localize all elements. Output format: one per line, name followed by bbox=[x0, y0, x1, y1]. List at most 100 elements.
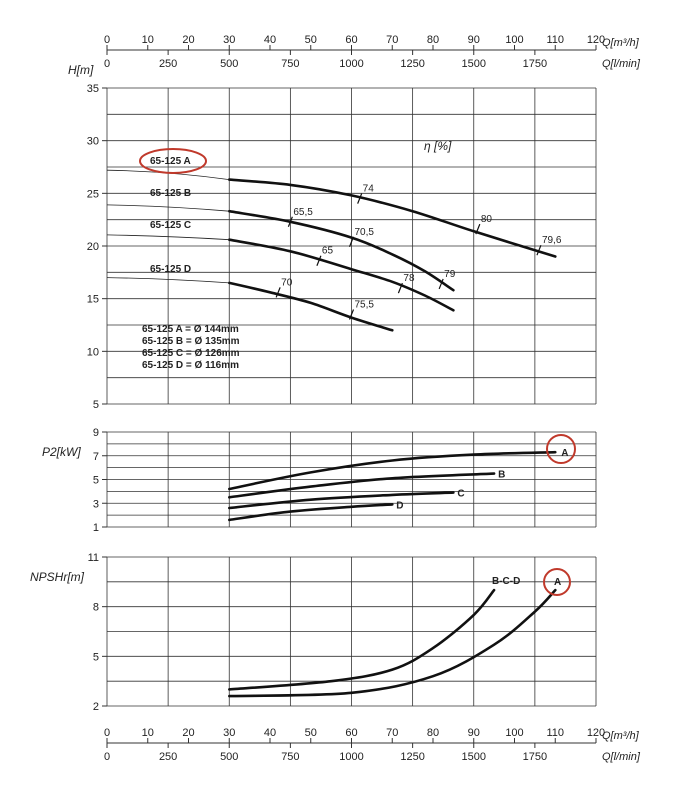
y-tick-label: 11 bbox=[88, 552, 99, 564]
top-x-tick-lmin: 1500 bbox=[462, 58, 486, 70]
bottom-x-tick-m3h: 30 bbox=[223, 727, 235, 739]
curve-65-125-c bbox=[228, 238, 455, 312]
bottom-x-tick-m3h: 0 bbox=[104, 727, 110, 739]
bottom-x-tick-m3h: 50 bbox=[305, 727, 317, 739]
y-tick-label: 5 bbox=[93, 399, 99, 411]
efficiency-tick bbox=[475, 223, 481, 235]
top-x-tick-lmin: 250 bbox=[159, 58, 177, 70]
efficiency-value: 79,6 bbox=[542, 235, 562, 246]
curve-label: 65-125 A bbox=[150, 156, 191, 167]
bottom-x-tick-lmin: 750 bbox=[281, 751, 299, 763]
y-tick-label: 15 bbox=[87, 294, 99, 306]
y-tick-label: 10 bbox=[87, 346, 99, 358]
curve-extension bbox=[106, 204, 230, 212]
curve-extension bbox=[106, 234, 230, 241]
y-tick-label: 2 bbox=[93, 701, 99, 713]
diameter-spec: 65-125 B = Ø 135mm bbox=[142, 336, 240, 347]
efficiency-tick bbox=[287, 216, 293, 227]
top-x-tick-lmin: 1750 bbox=[523, 58, 547, 70]
top-x-tick-m3h: 60 bbox=[345, 34, 357, 46]
y-tick-label: 30 bbox=[87, 136, 99, 148]
efficiency-value: 70,5 bbox=[355, 227, 375, 238]
efficiency-value: 79 bbox=[444, 269, 456, 280]
panel-2 bbox=[102, 556, 597, 707]
y-axis-label: NPSHr[m] bbox=[30, 570, 85, 584]
bottom-x-tick-m3h: 70 bbox=[386, 727, 398, 739]
efficiency-tick bbox=[348, 236, 355, 248]
bottom-x-tick-lmin: 0 bbox=[104, 751, 110, 763]
y-axis-label: H[m] bbox=[68, 63, 94, 77]
power-curve-label: A bbox=[561, 448, 568, 459]
power-curve-label: D bbox=[396, 500, 403, 511]
top-x-tick-lmin: 500 bbox=[220, 58, 238, 70]
highlight-ring-npsh-a bbox=[543, 568, 571, 596]
curve-label: 65-125 D bbox=[150, 264, 191, 275]
bottom-x-tick-m3h: 80 bbox=[427, 727, 439, 739]
y-tick-label: 3 bbox=[93, 498, 99, 510]
bottom-x-tick-m3h: 90 bbox=[468, 727, 480, 739]
top-x-tick-m3h: 70 bbox=[386, 34, 398, 46]
top-x-unit-m3h: Q[m³/h] bbox=[602, 37, 640, 49]
efficiency-tick bbox=[348, 309, 355, 320]
npsh-curve-label: B-C-D bbox=[492, 576, 520, 587]
efficiency-tick bbox=[357, 193, 363, 204]
efficiency-value: 65 bbox=[322, 246, 334, 257]
npsh-curve-label: A bbox=[554, 577, 561, 588]
top-x-tick-m3h: 110 bbox=[546, 34, 564, 46]
top-x-tick-m3h: 120 bbox=[587, 34, 605, 46]
efficiency-value: 78 bbox=[403, 273, 415, 284]
top-x-tick-m3h: 20 bbox=[182, 34, 194, 46]
curve-extension bbox=[106, 277, 230, 284]
curve-d bbox=[228, 503, 394, 522]
top-x-tick-m3h: 30 bbox=[223, 34, 235, 46]
efficiency-tick bbox=[275, 287, 281, 298]
bottom-x-tick-lmin: 1750 bbox=[523, 751, 547, 763]
y-tick-label: 20 bbox=[87, 241, 99, 253]
top-x-tick-m3h: 90 bbox=[468, 34, 480, 46]
top-x-tick-m3h: 100 bbox=[505, 34, 523, 46]
efficiency-tick bbox=[536, 244, 542, 256]
diameter-spec: 65-125 A = Ø 144mm bbox=[142, 324, 239, 335]
panel-1 bbox=[102, 431, 597, 528]
y-tick-label: 7 bbox=[93, 451, 99, 463]
bottom-x-tick-m3h: 20 bbox=[182, 727, 194, 739]
top-x-tick-lmin: 1000 bbox=[339, 58, 363, 70]
curve-b-c-d bbox=[228, 588, 496, 691]
diameter-spec: 65-125 C = Ø 126mm bbox=[142, 348, 240, 359]
bottom-x-tick-lmin: 1500 bbox=[462, 751, 486, 763]
bottom-x-tick-m3h: 10 bbox=[142, 727, 154, 739]
curve-label: 65-125 B bbox=[150, 188, 191, 199]
curve-65-125-d bbox=[228, 281, 394, 332]
y-tick-label: 1 bbox=[93, 522, 99, 534]
top-x-tick-m3h: 10 bbox=[142, 34, 154, 46]
top-x-tick-m3h: 80 bbox=[427, 34, 439, 46]
efficiency-value: 65,5 bbox=[293, 207, 313, 218]
bottom-x-tick-lmin: 1250 bbox=[400, 751, 424, 763]
efficiency-tick bbox=[438, 278, 444, 290]
curve-label: 65-125 C bbox=[150, 220, 191, 231]
bottom-x-tick-lmin: 1000 bbox=[339, 751, 363, 763]
curve-a bbox=[228, 588, 557, 698]
bottom-x-tick-m3h: 120 bbox=[587, 727, 605, 739]
top-x-tick-lmin: 750 bbox=[281, 58, 299, 70]
curve-b bbox=[228, 472, 496, 499]
bottom-x-unit-m3h: Q[m³/h] bbox=[602, 730, 640, 742]
y-tick-label: 35 bbox=[87, 83, 99, 95]
diameter-spec: 65-125 D = Ø 116mm bbox=[142, 360, 239, 371]
y-tick-label: 5 bbox=[93, 475, 99, 487]
efficiency-value: 80 bbox=[481, 214, 493, 225]
highlight-ring-p2-a bbox=[546, 434, 576, 464]
curve-65-125-a bbox=[228, 178, 557, 258]
curve-c bbox=[228, 491, 455, 510]
top-x-tick-lmin: 1250 bbox=[400, 58, 424, 70]
panel-0 bbox=[102, 87, 597, 405]
y-tick-label: 9 bbox=[93, 427, 99, 439]
bottom-x-tick-lmin: 250 bbox=[159, 751, 177, 763]
curve-a bbox=[228, 450, 557, 491]
curve-65-125-b bbox=[228, 209, 455, 292]
bottom-x-tick-m3h: 60 bbox=[345, 727, 357, 739]
efficiency-value: 75,5 bbox=[355, 299, 375, 310]
efficiency-tick bbox=[397, 282, 403, 294]
y-tick-label: 8 bbox=[93, 602, 99, 614]
